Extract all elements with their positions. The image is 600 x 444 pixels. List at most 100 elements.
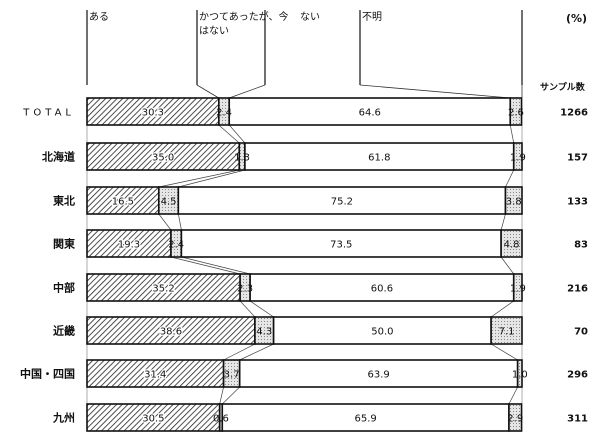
bar-segment: [86, 316, 256, 345]
row-connector: [158, 169, 240, 188]
row-connector: [509, 124, 515, 144]
sample-size: 83: [574, 240, 588, 251]
bar-segment: [504, 186, 523, 215]
data-label: 2.6: [508, 108, 524, 119]
row-connector: [223, 343, 256, 361]
data-label: 75.2: [331, 197, 353, 208]
sample-size: 311: [567, 414, 588, 425]
data-label: 1.9: [510, 153, 526, 164]
data-label: 4.3: [256, 327, 272, 338]
row-connector: [500, 213, 506, 231]
bar-segment: [86, 273, 241, 302]
sample-size: 157: [567, 153, 588, 164]
bar-segment: [508, 403, 523, 432]
legend-label-2: ない: [300, 11, 320, 23]
row-connector: [178, 213, 182, 231]
category-label: 中国・四国: [20, 367, 75, 381]
bar-segment: [512, 142, 523, 171]
bar-segment: [86, 186, 160, 215]
data-label: 2.9: [507, 414, 523, 425]
bar-segment: [512, 273, 523, 302]
row-connector: [170, 256, 241, 275]
data-label: 35.0: [152, 153, 174, 164]
legend-label-3: 不明: [362, 11, 382, 23]
data-label: 2.4: [168, 240, 184, 251]
data-label: 38.6: [160, 327, 182, 338]
bar-segment: [516, 359, 523, 388]
row-connector: [181, 256, 251, 275]
data-label: 65.9: [354, 414, 376, 425]
legend-label-1: かつてあったが、今: [199, 10, 289, 23]
legend-label-1: はない: [199, 25, 229, 37]
row-connector: [505, 169, 515, 188]
legend-connector: [359, 84, 511, 99]
data-label: 64.6: [359, 108, 381, 119]
row-connector: [500, 256, 515, 275]
bar-segment: [86, 403, 221, 432]
data-label: 3.8: [506, 197, 522, 208]
data-label: 63.9: [368, 370, 390, 381]
bar-segment: [86, 142, 241, 171]
data-label: 73.5: [330, 240, 352, 251]
sample-header: サンプル数: [540, 81, 586, 93]
sample-size: 70: [574, 327, 588, 338]
data-label: 4.5: [161, 197, 177, 208]
category-label: 北海道: [42, 150, 75, 164]
bar-segment: [86, 97, 220, 126]
row-connector: [218, 124, 240, 144]
data-label: 4.8: [504, 240, 520, 251]
bar-segment: [500, 229, 523, 258]
data-label: 19.3: [118, 240, 140, 251]
legend-connector: [196, 84, 220, 99]
row-connector: [239, 343, 274, 361]
data-label: 1.9: [510, 284, 526, 295]
row-connector: [158, 213, 172, 231]
data-label: 30.5: [142, 414, 164, 425]
data-label: 2.4: [216, 108, 232, 119]
legend-connector: [229, 84, 266, 99]
data-label: 60.6: [371, 284, 393, 295]
row-connector: [490, 300, 514, 318]
data-label: 7.1: [499, 327, 515, 338]
row-connector: [228, 124, 246, 144]
row-connector: [490, 343, 518, 361]
data-label: 0.6: [213, 414, 229, 425]
bar-segment: [509, 97, 523, 126]
data-label: 16.5: [112, 197, 134, 208]
category-label: TOTAL: [22, 108, 75, 119]
data-label: 2.3: [237, 284, 253, 295]
row-connector: [508, 386, 518, 405]
sample-size: 296: [567, 370, 588, 381]
category-label: 中部: [53, 281, 75, 295]
row-connector: [178, 169, 245, 188]
bar-segment: [180, 229, 502, 258]
data-label: 1.3: [234, 153, 250, 164]
row-connector: [239, 300, 256, 318]
row-connector: [249, 300, 274, 318]
bar-segment: [221, 403, 510, 432]
row-connector: [222, 386, 240, 405]
bar-segment: [249, 273, 515, 302]
data-label: 31.4: [144, 370, 166, 381]
category-label: 関東: [53, 237, 76, 251]
bar-segment: [272, 316, 492, 345]
row-connector: [219, 386, 224, 405]
data-label: 3.7: [224, 370, 240, 381]
unit-label: (%): [566, 12, 587, 25]
legend-label-0: ある: [89, 11, 109, 23]
data-label: 61.8: [368, 153, 390, 164]
sample-size: 216: [567, 284, 588, 295]
sample-size: 133: [567, 197, 588, 208]
category-label: 東北: [53, 194, 75, 208]
data-label: 50.0: [371, 327, 393, 338]
bar-segment: [86, 359, 225, 388]
bar-segment: [244, 142, 515, 171]
category-label: 近畿: [53, 324, 75, 338]
data-label: 1.0: [512, 370, 528, 381]
sample-size: 1266: [560, 108, 588, 119]
data-label: 30.3: [142, 108, 164, 119]
data-label: 35.2: [152, 284, 174, 295]
category-label: 九州: [52, 411, 75, 425]
